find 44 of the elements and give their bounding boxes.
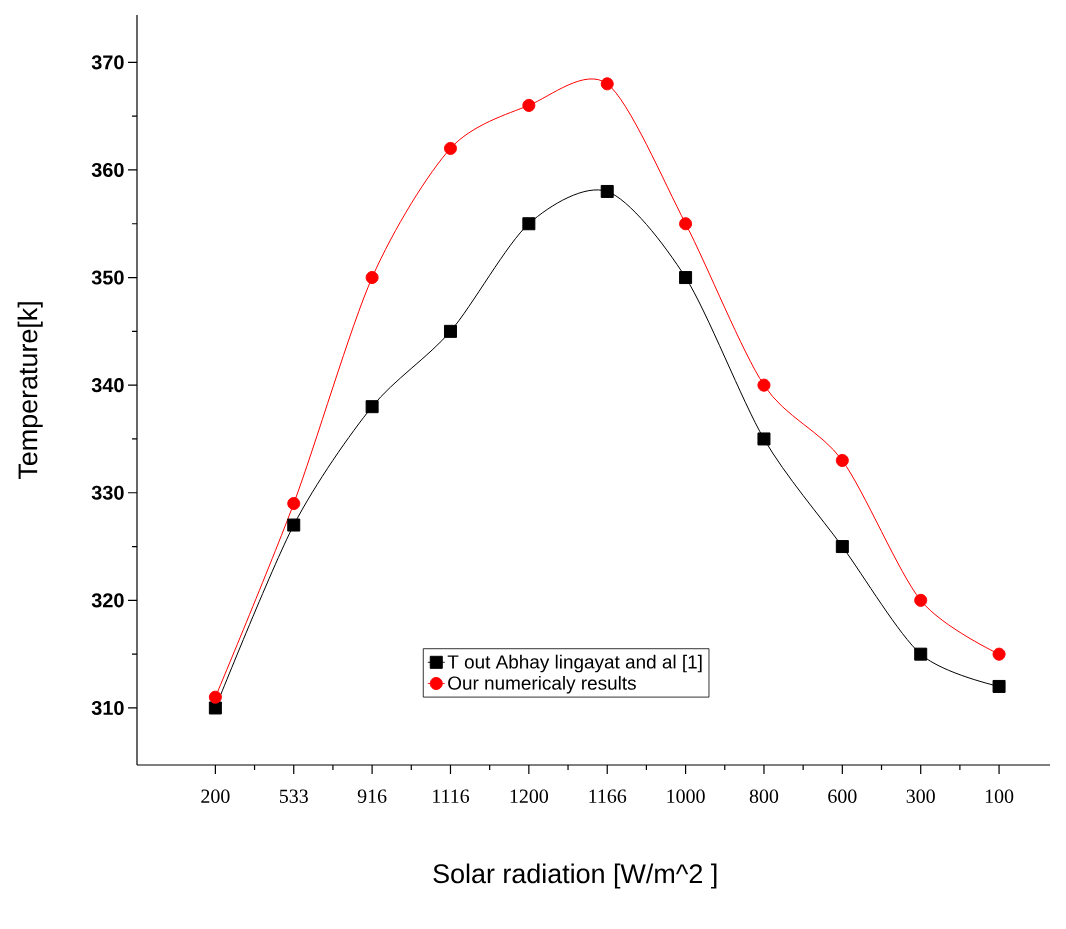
y-tick-label: 360 [91,162,124,177]
point [835,453,849,467]
point [287,497,301,511]
point [992,647,1006,661]
x-tick-label: 300 [906,789,935,803]
x-tick-label: 1200 [510,789,549,803]
x-tick-label: 1166 [589,789,627,803]
x-tick-label: 916 [357,789,387,803]
point [443,141,457,155]
point [914,647,928,661]
x-axis-title: Solar radiation [W/m^2 ] [433,863,717,889]
point [757,432,771,446]
point [365,271,379,285]
point [757,378,771,392]
x-tick-label: 1116 [433,789,470,803]
y-tick-label: 370 [91,55,124,70]
y-tick-label: 320 [91,593,124,608]
y-tick-label: 350 [91,270,124,285]
x-tick-label: 200 [201,789,230,803]
x-tick-label: 100 [985,789,1014,803]
point [679,217,693,231]
point [914,593,928,607]
point [287,518,301,532]
point [992,679,1006,693]
point [835,540,849,554]
legend-label: T out Abhay lingayat and al [1] [447,654,702,673]
point [522,217,536,231]
point [679,271,693,285]
point [443,324,457,338]
point [522,98,536,112]
legend-label: Our numericaly results [448,675,636,694]
point [600,77,614,91]
point [208,690,222,704]
point [600,184,614,198]
y-tick-label: 310 [91,700,124,716]
x-tick-label: 1000 [667,789,705,803]
x-tick-label: 800 [749,789,779,803]
y-axis-title: Temperature[k] [17,302,43,480]
x-tick-label: 600 [828,789,857,803]
x-tick-label: 533 [279,789,308,803]
point [208,701,222,715]
y-tick-label: 330 [91,485,124,500]
point [365,400,379,414]
y-tick-label: 340 [91,378,124,393]
